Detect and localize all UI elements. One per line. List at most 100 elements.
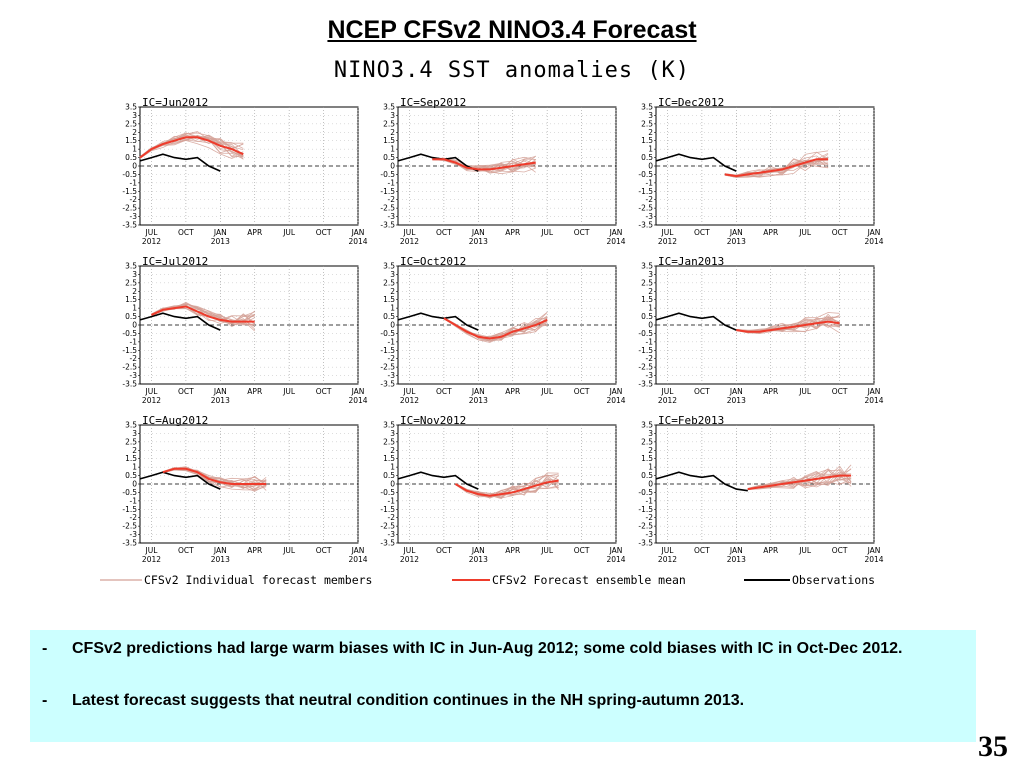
- y-tick-label: -2: [388, 513, 396, 522]
- x-tick-label: OCT: [574, 546, 590, 555]
- y-tick-label: 0: [390, 321, 395, 330]
- y-tick-label: -3.5: [380, 539, 395, 548]
- y-tick-label: -3: [130, 371, 138, 380]
- y-tick-label: 3.5: [125, 421, 137, 430]
- x-tick-year-label: 2014: [864, 555, 883, 564]
- x-tick-label: JAN: [867, 228, 881, 237]
- y-tick-label: 3: [648, 270, 653, 279]
- y-tick-label: -2.5: [638, 363, 653, 372]
- y-tick-label: 3: [390, 270, 395, 279]
- y-tick-label: -3: [646, 530, 654, 539]
- panel-label: IC=Dec2012: [658, 96, 724, 109]
- y-tick-label: -3: [388, 212, 396, 221]
- y-tick-label: -2.5: [638, 204, 653, 213]
- y-tick-label: 2: [132, 446, 137, 455]
- y-tick-label: -2: [388, 354, 396, 363]
- x-tick-label: JAN: [729, 387, 743, 396]
- x-tick-year-label: 2013: [211, 555, 230, 564]
- x-tick-label: JUL: [798, 546, 812, 555]
- x-tick-year-label: 2013: [727, 396, 746, 405]
- y-tick-label: 2.5: [383, 119, 395, 128]
- y-tick-label: -1.5: [122, 187, 137, 196]
- y-tick-label: -1: [388, 337, 396, 346]
- x-tick-label: OCT: [832, 546, 848, 555]
- y-tick-label: -1: [388, 178, 396, 187]
- y-tick-label: -0.5: [122, 488, 137, 497]
- y-tick-label: 0: [132, 162, 137, 171]
- y-tick-label: -1: [646, 178, 654, 187]
- x-tick-label: JUL: [798, 228, 812, 237]
- forecast-member-line: [747, 468, 852, 490]
- x-tick-year-label: 2012: [658, 555, 677, 564]
- y-tick-label: -3.5: [122, 380, 137, 389]
- y-tick-label: 3: [132, 429, 137, 438]
- y-tick-label: -2.5: [122, 363, 137, 372]
- x-tick-year-label: 2012: [400, 555, 419, 564]
- forecast-member-line: [139, 140, 244, 159]
- y-tick-label: -1.5: [638, 505, 653, 514]
- y-tick-label: 2.5: [125, 437, 137, 446]
- observations-line: [139, 153, 221, 172]
- y-tick-label: -0.5: [638, 170, 653, 179]
- ensemble-mean-line: [162, 467, 267, 485]
- y-tick-label: -3: [130, 212, 138, 221]
- y-tick-label: -3: [130, 530, 138, 539]
- x-tick-label: APR: [247, 546, 262, 555]
- y-tick-label: 0.5: [383, 153, 395, 162]
- y-tick-label: 1.5: [641, 454, 653, 463]
- x-tick-label: JUL: [661, 546, 675, 555]
- observations-line: [397, 312, 479, 331]
- x-tick-label: JUL: [540, 546, 554, 555]
- panel-aug2012: 3.532.521.510.50-0.5-1-1.5-2-2.5-3-3.5 JU…: [122, 414, 367, 564]
- ensemble-mean-line: [724, 158, 829, 178]
- x-tick-year-label: 2013: [211, 396, 230, 405]
- y-tick-label: 3.5: [125, 103, 137, 112]
- y-tick-label: -3.5: [380, 221, 395, 230]
- y-tick-label: -3.5: [380, 380, 395, 389]
- panel-label: IC=Jun2012: [142, 96, 208, 109]
- y-tick-label: 3.5: [641, 421, 653, 430]
- y-tick-label: 1: [132, 463, 137, 472]
- legend-entry-members: CFSv2 Individual forecast members: [100, 573, 372, 587]
- y-tick-label: -2.5: [380, 363, 395, 372]
- y-tick-label: -2.5: [380, 522, 395, 531]
- bullet-item: - Latest forecast suggests that neutral …: [42, 690, 962, 711]
- y-tick-label: -2: [130, 195, 138, 204]
- y-tick-label: -0.5: [380, 170, 395, 179]
- ensemble-mean-line: [736, 320, 840, 333]
- y-tick-label: -0.5: [380, 329, 395, 338]
- y-tick-label: -1.5: [380, 505, 395, 514]
- y-tick-label: 0.5: [641, 471, 653, 480]
- observations-line: [655, 471, 748, 492]
- y-tick-label: -2.5: [122, 522, 137, 531]
- x-tick-label: JAN: [471, 387, 485, 396]
- y-tick-label: 3.5: [383, 262, 395, 271]
- x-tick-label: JUL: [403, 228, 417, 237]
- y-tick-label: -2.5: [122, 204, 137, 213]
- x-tick-label: JAN: [351, 387, 365, 396]
- y-tick-label: -3.5: [638, 221, 653, 230]
- y-tick-label: -2: [646, 354, 654, 363]
- y-tick-label: 1.5: [383, 295, 395, 304]
- x-tick-year-label: 2012: [400, 237, 419, 246]
- y-tick-label: 1.5: [125, 454, 137, 463]
- y-tick-label: -3: [388, 530, 396, 539]
- y-tick-label: -2: [646, 195, 654, 204]
- y-tick-label: -1.5: [638, 346, 653, 355]
- x-tick-label: OCT: [832, 387, 848, 396]
- x-tick-label: OCT: [436, 546, 452, 555]
- y-tick-label: -3: [646, 212, 654, 221]
- y-tick-label: 1.5: [125, 136, 137, 145]
- x-tick-year-label: 2013: [469, 237, 488, 246]
- y-tick-label: -1: [646, 337, 654, 346]
- x-tick-label: JAN: [867, 387, 881, 396]
- x-tick-label: JUL: [540, 228, 554, 237]
- x-tick-year-label: 2012: [658, 396, 677, 405]
- x-tick-label: OCT: [178, 546, 194, 555]
- y-tick-label: -0.5: [638, 488, 653, 497]
- y-tick-label: 0.5: [125, 312, 137, 321]
- bullet-marker: -: [42, 640, 48, 657]
- y-tick-label: -1: [130, 178, 138, 187]
- y-tick-label: 1: [390, 304, 395, 313]
- panel-dec2012: 3.532.521.510.50-0.5-1-1.5-2-2.5-3-3.5 JU…: [638, 96, 883, 246]
